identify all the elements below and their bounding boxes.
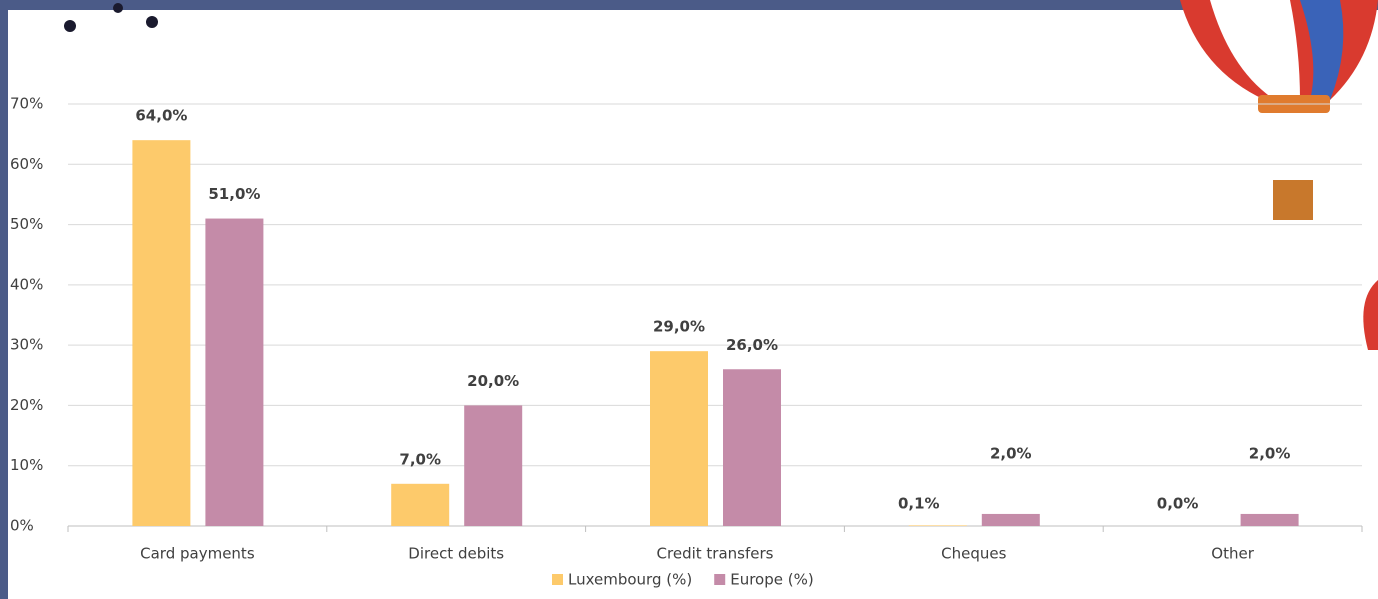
y-tick-label: 0% [10, 517, 34, 535]
x-tick-label: Cheques [941, 545, 1006, 563]
x-tick-label: Credit transfers [657, 545, 774, 563]
y-tick-label: 60% [10, 155, 43, 173]
chart: 0% 10% 20% 30% 40% 50% 60% 70% Card payments 64,0… [0, 0, 1378, 599]
y-tick-label: 20% [10, 396, 43, 414]
value-label: 0,1% [898, 495, 940, 513]
x-tick-label: Card payments [140, 545, 255, 563]
value-label: 2,0% [1249, 444, 1291, 462]
value-label: 20,0% [467, 372, 519, 390]
bar [464, 405, 522, 526]
value-label: 51,0% [208, 185, 260, 203]
x-tick-label: Other [1211, 545, 1254, 563]
legend-label: Europe (%) [730, 571, 813, 589]
value-label: 29,0% [653, 318, 705, 336]
bar [723, 369, 781, 526]
value-label: 0,0% [1157, 495, 1199, 513]
y-tick-label: 70% [10, 95, 43, 113]
bar [1241, 514, 1299, 526]
legend-swatch [552, 574, 563, 585]
bar [909, 525, 967, 526]
bar [132, 140, 190, 526]
y-tick-label: 30% [10, 336, 43, 354]
y-tick-label: 50% [10, 215, 43, 233]
value-label: 26,0% [726, 336, 778, 354]
bar [650, 351, 708, 526]
x-tick-label: Direct debits [408, 545, 504, 563]
y-tick-label: 40% [10, 275, 43, 293]
legend-label: Luxembourg (%) [568, 571, 692, 589]
bar [205, 219, 263, 526]
value-label: 2,0% [990, 444, 1032, 462]
value-label: 64,0% [135, 107, 187, 125]
value-label: 7,0% [399, 450, 441, 468]
legend-swatch [714, 574, 725, 585]
bar [391, 484, 449, 526]
bar [982, 514, 1040, 526]
y-tick-label: 10% [10, 456, 43, 474]
